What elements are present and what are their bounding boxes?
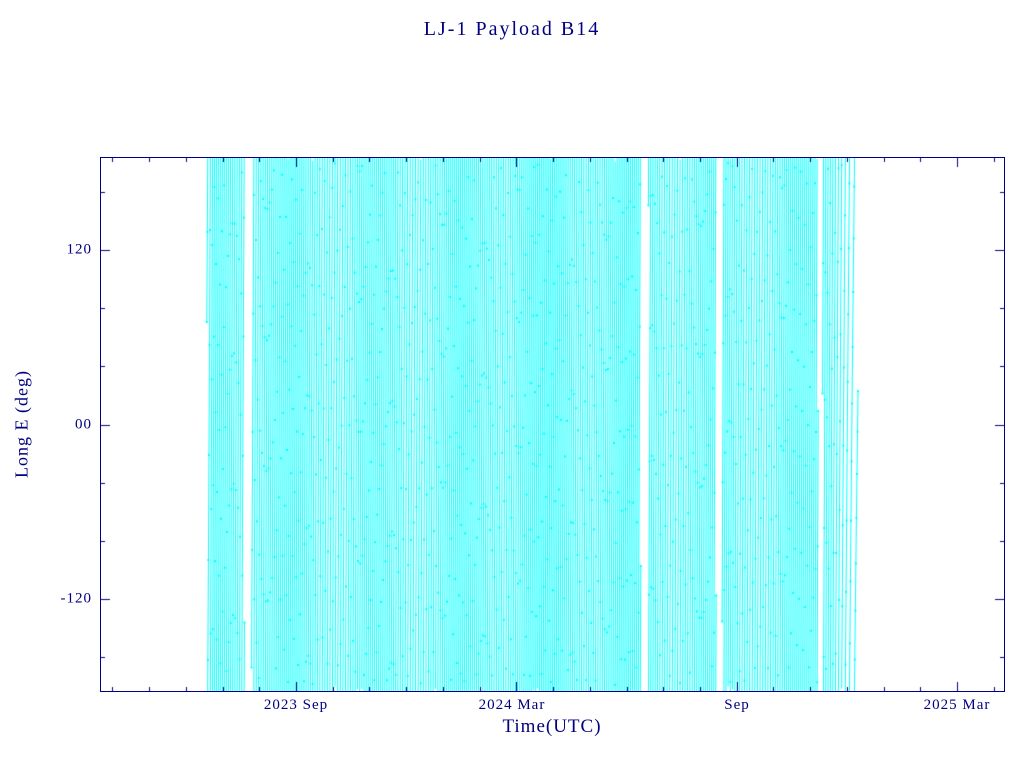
y-tick-label: 120 [66,241,92,258]
x-axis-label: Time(UTC) [502,716,602,737]
chart-title: LJ-1 Payload B14 [423,18,601,40]
y-tick-label: 00 [75,416,92,432]
y-tick-label: -120 [60,590,92,607]
y-axis-label: Long E (deg) [11,370,32,478]
x-tick-label: 2023 Sep [263,697,329,713]
x-tick-label: 2025 Mar [923,697,991,713]
x-tick-label: 2024 Mar [478,697,546,713]
plot-canvas [100,157,1005,692]
x-tick-label: Sep [724,697,750,713]
